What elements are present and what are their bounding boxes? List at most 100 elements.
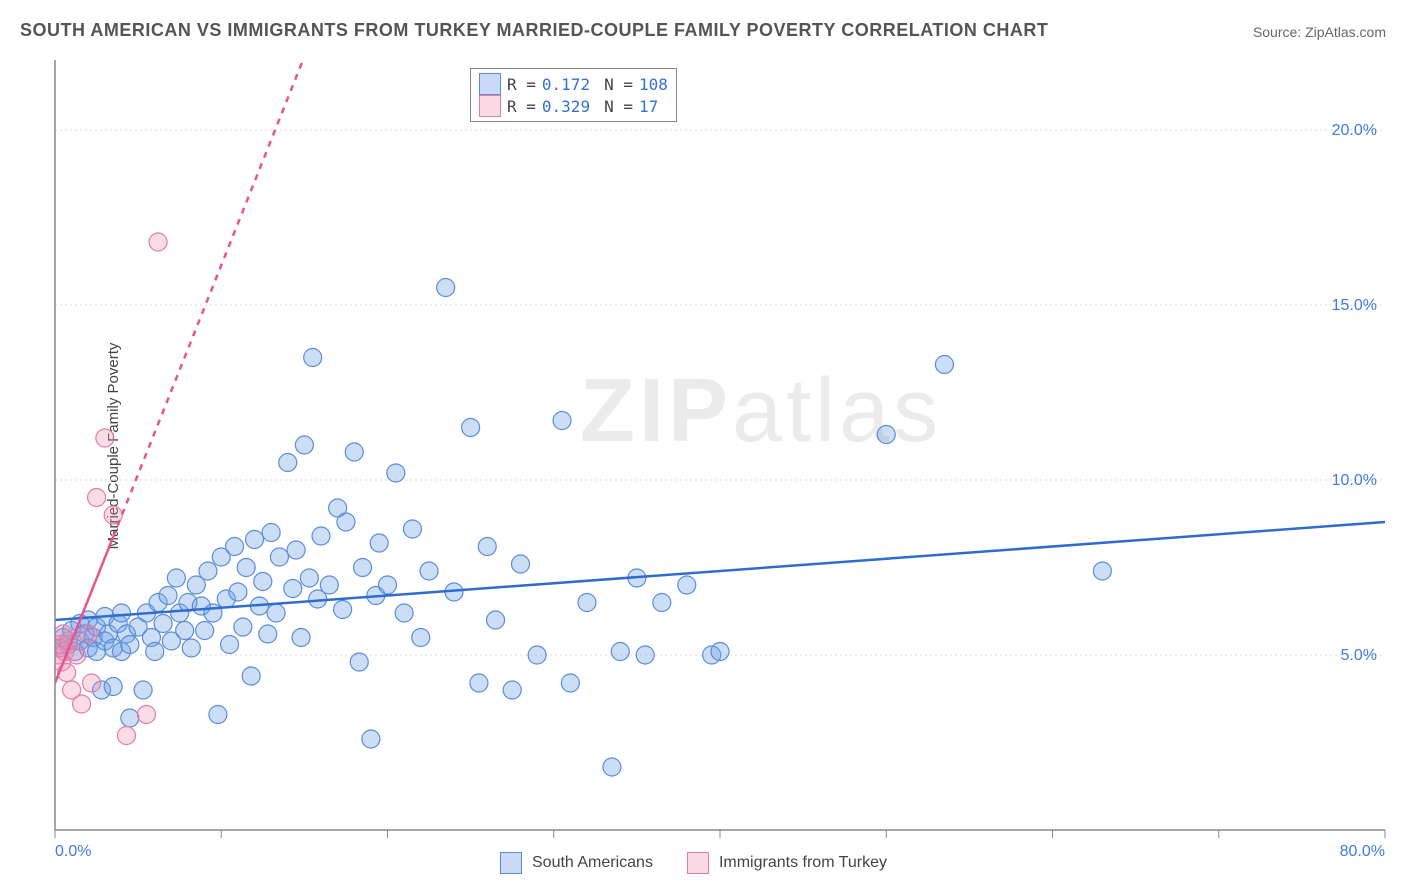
r-label: R = xyxy=(507,75,536,94)
data-point xyxy=(159,587,177,605)
data-point xyxy=(300,569,318,587)
data-point xyxy=(270,548,288,566)
data-point xyxy=(370,534,388,552)
data-point xyxy=(104,678,122,696)
legend-label: South Americans xyxy=(532,854,653,872)
data-point xyxy=(73,695,91,713)
legend-swatch xyxy=(687,852,709,874)
n-value: 108 xyxy=(639,75,668,94)
data-point xyxy=(337,513,355,531)
legend-swatch xyxy=(479,95,501,117)
r-label: R = xyxy=(507,97,536,116)
legend-label: Immigrants from Turkey xyxy=(719,854,887,872)
data-point xyxy=(242,667,260,685)
legend-swatch xyxy=(479,73,501,95)
correlation-row: R = 0.172 N = 108 xyxy=(479,73,668,95)
data-point xyxy=(226,538,244,556)
data-point xyxy=(711,643,729,661)
data-point xyxy=(636,646,654,664)
data-point xyxy=(935,356,953,374)
data-point xyxy=(304,349,322,367)
data-point xyxy=(412,629,430,647)
data-point xyxy=(254,573,272,591)
data-point xyxy=(284,580,302,598)
data-point xyxy=(1093,562,1111,580)
data-point xyxy=(287,541,305,559)
data-point xyxy=(354,559,372,577)
data-point xyxy=(334,601,352,619)
data-point xyxy=(68,646,86,664)
data-point xyxy=(121,636,139,654)
data-point xyxy=(196,622,214,640)
data-point xyxy=(149,233,167,251)
y-tick-label: 10.0% xyxy=(1332,472,1377,489)
data-point xyxy=(611,643,629,661)
data-point xyxy=(478,538,496,556)
data-point xyxy=(113,604,131,622)
data-point xyxy=(362,730,380,748)
data-point xyxy=(234,618,252,636)
n-label: N = xyxy=(604,75,633,94)
data-point xyxy=(88,489,106,507)
correlation-legend: R = 0.172 N = 108 R = 0.329 N = 17 xyxy=(470,68,677,122)
data-point xyxy=(320,576,338,594)
r-value: 0.172 xyxy=(542,75,590,94)
data-point xyxy=(462,419,480,437)
data-point xyxy=(167,569,185,587)
r-value: 0.329 xyxy=(542,97,590,116)
data-point xyxy=(395,604,413,622)
data-point xyxy=(312,527,330,545)
data-point xyxy=(246,531,264,549)
data-point xyxy=(117,727,135,745)
y-tick-label: 20.0% xyxy=(1332,122,1377,139)
data-point xyxy=(96,429,114,447)
scatter-chart: 5.0%10.0%15.0%20.0%0.0%80.0% xyxy=(0,0,1406,892)
data-point xyxy=(182,639,200,657)
data-point xyxy=(79,625,97,643)
data-point xyxy=(420,562,438,580)
data-point xyxy=(292,629,310,647)
y-tick-label: 5.0% xyxy=(1341,647,1377,664)
correlation-row: R = 0.329 N = 17 xyxy=(479,95,668,117)
data-point xyxy=(146,643,164,661)
data-point xyxy=(134,681,152,699)
data-point xyxy=(229,583,247,601)
n-value: 17 xyxy=(639,97,658,116)
data-point xyxy=(176,622,194,640)
data-point xyxy=(503,681,521,699)
legend-swatch xyxy=(500,852,522,874)
data-point xyxy=(199,562,217,580)
data-point xyxy=(553,412,571,430)
data-point xyxy=(350,653,368,671)
data-point xyxy=(561,674,579,692)
data-point xyxy=(877,426,895,444)
data-point xyxy=(379,576,397,594)
data-point xyxy=(653,594,671,612)
data-point xyxy=(137,706,155,724)
data-point xyxy=(154,615,172,633)
data-point xyxy=(83,674,101,692)
data-point xyxy=(121,709,139,727)
x-tick-label: 80.0% xyxy=(1340,843,1385,860)
x-tick-label: 0.0% xyxy=(55,843,91,860)
data-point xyxy=(279,454,297,472)
data-point xyxy=(603,758,621,776)
data-point xyxy=(437,279,455,297)
data-point xyxy=(528,646,546,664)
data-point xyxy=(262,524,280,542)
data-point xyxy=(578,594,596,612)
data-point xyxy=(267,604,285,622)
data-point xyxy=(209,706,227,724)
data-point xyxy=(512,555,530,573)
series-legend: South Americans Immigrants from Turkey xyxy=(500,852,911,874)
data-point xyxy=(403,520,421,538)
data-point xyxy=(295,436,313,454)
data-point xyxy=(237,559,255,577)
data-point xyxy=(387,464,405,482)
data-point xyxy=(470,674,488,692)
data-point xyxy=(487,611,505,629)
data-point xyxy=(678,576,696,594)
data-point xyxy=(259,625,277,643)
data-point xyxy=(221,636,239,654)
n-label: N = xyxy=(604,97,633,116)
